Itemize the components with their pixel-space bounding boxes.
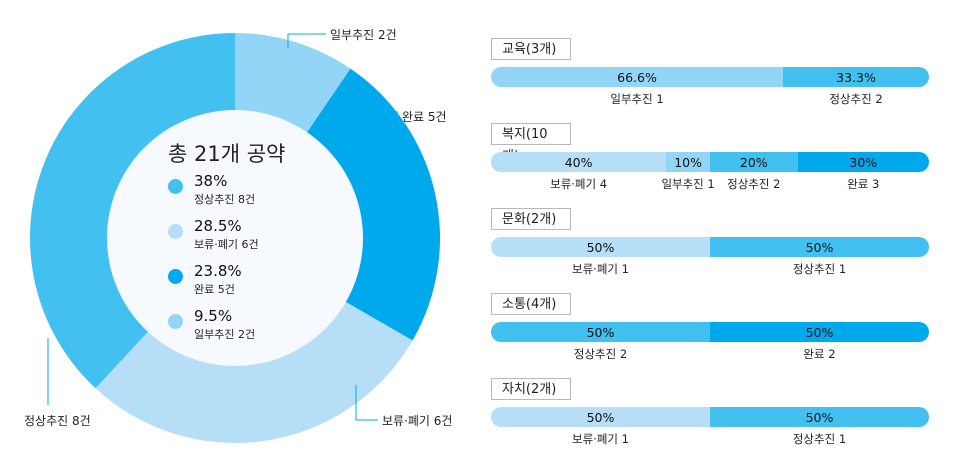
legend-dot xyxy=(168,224,183,239)
legend-percent: 38% xyxy=(194,172,228,190)
bar-segment-정상추진: 50% xyxy=(710,407,929,427)
donut-chart xyxy=(29,33,441,444)
bar-segment-일부추진: 66.6% xyxy=(491,67,783,87)
leader-line-일부추진 xyxy=(287,33,326,48)
category-title: 자치(2개) xyxy=(491,378,571,400)
legend-dot xyxy=(168,269,183,284)
segment-label: 정상추진 1 xyxy=(792,262,847,276)
legend-percent: 9.5% xyxy=(194,307,233,325)
segment-label: 완료 3 xyxy=(847,177,880,191)
bar-segment-정상추진: 50% xyxy=(710,237,929,257)
legend-item-보류폐기: 28.5% 보류·폐기 6건 xyxy=(168,217,308,257)
legend-label: 일부추진 2건 xyxy=(194,328,256,341)
segment-labels: 보류·폐기 1 정상추진 1 xyxy=(491,431,929,447)
segment-labels: 일부추진 1 정상추진 2 xyxy=(491,91,929,107)
segment-labels: 정상추진 2 완료 2 xyxy=(491,346,929,362)
stacked-bar: 50% 50% xyxy=(491,237,929,257)
bar-segment-보류·폐기: 50% xyxy=(491,237,710,257)
segment-label: 일부추진 1 xyxy=(610,92,664,106)
stacked-bar: 66.6% 33.3% xyxy=(491,67,929,87)
legend-percent: 28.5% xyxy=(194,217,242,235)
legend-label: 보류·폐기 6건 xyxy=(194,238,259,251)
legend-label: 완료 5건 xyxy=(194,283,235,296)
category-title: 복지(10개) xyxy=(491,123,571,164)
callout-정상추진: 정상추진 8건 xyxy=(24,414,91,428)
callout-일부추진: 일부추진 2건 xyxy=(330,28,397,42)
stacked-bar: 50% 50% xyxy=(491,407,929,427)
callout-완료: 완료 5건 xyxy=(402,110,447,124)
category-title: 문화(2개) xyxy=(491,208,571,230)
leader-line-보류·폐기 xyxy=(355,385,378,421)
segment-label: 보류·폐기 1 xyxy=(572,432,629,446)
bar-segment-정상추진: 50% xyxy=(491,322,710,342)
callout-leaders xyxy=(47,33,398,421)
category-title: 교육(3개) xyxy=(491,38,571,60)
stacked-bar: 50% 50% xyxy=(491,322,929,342)
legend-percent: 23.8% xyxy=(194,262,242,280)
callout-보류폐기: 보류·폐기 6건 xyxy=(382,414,453,428)
category-title: 소통(4개) xyxy=(491,293,571,315)
legend-item-일부추진: 9.5% 일부추진 2건 xyxy=(168,307,308,347)
segment-labels: 보류·폐기 1 정상추진 1 xyxy=(491,261,929,277)
bar-segment-보류·폐기: 40% xyxy=(491,152,667,172)
segment-label: 보류·폐기 1 xyxy=(572,262,629,276)
segment-label: 완료 2 xyxy=(803,347,836,361)
segment-label: 정상추진 2 xyxy=(727,177,781,191)
legend-dot xyxy=(168,314,183,329)
legend-label: 정상추진 8건 xyxy=(194,193,256,206)
legend-dot xyxy=(168,179,183,194)
legend-item-정상추진: 38% 정상추진 8건 xyxy=(168,172,308,212)
segment-labels: 보류·폐기 4 일부추진 1 정상추진 2 완료 3 xyxy=(491,176,929,192)
segment-label: 정상추진 2 xyxy=(829,92,883,106)
donut-hole xyxy=(107,110,363,366)
stacked-bar: 40% 10% 20% 30% xyxy=(491,152,929,172)
bar-segment-정상추진: 20% xyxy=(709,152,798,172)
bar-segment-정상추진: 33.3% xyxy=(783,67,929,87)
segment-label: 일부추진 1 xyxy=(661,177,715,191)
segment-label: 정상추진 2 xyxy=(573,347,628,361)
donut-center-title: 총 21개 공약 xyxy=(168,142,286,166)
bar-segment-보류·폐기: 50% xyxy=(491,407,710,427)
bar-segment-완료: 30% xyxy=(797,152,929,172)
segment-label: 정상추진 1 xyxy=(792,432,847,446)
bar-segment-완료: 50% xyxy=(710,322,929,342)
bar-segment-일부추진: 10% xyxy=(666,152,710,172)
segment-label: 보류·폐기 4 xyxy=(550,177,608,191)
legend-item-완료: 23.8% 완료 5건 xyxy=(168,262,308,302)
